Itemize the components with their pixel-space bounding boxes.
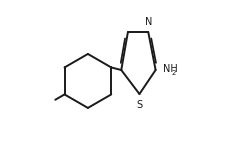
- Text: NH: NH: [163, 64, 178, 74]
- Text: N: N: [145, 17, 152, 27]
- Text: S: S: [136, 100, 143, 110]
- Text: 2: 2: [172, 70, 176, 76]
